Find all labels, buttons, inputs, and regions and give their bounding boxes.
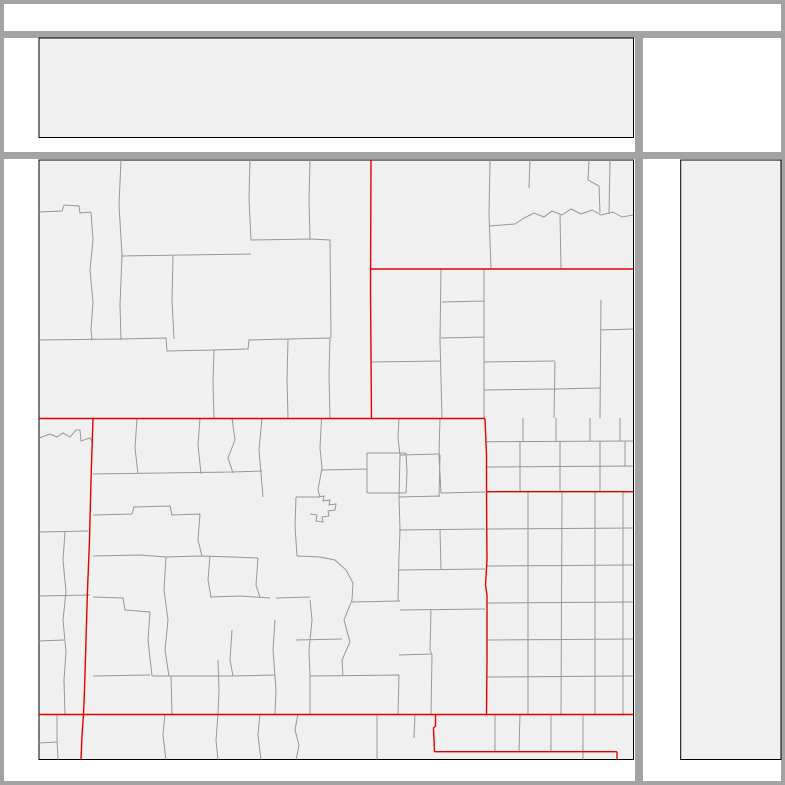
right-panel-region [643,159,781,781]
top-panel-region [4,38,635,152]
sources-box [643,38,781,152]
title-band [4,4,781,31]
map-panel-region [4,159,635,781]
